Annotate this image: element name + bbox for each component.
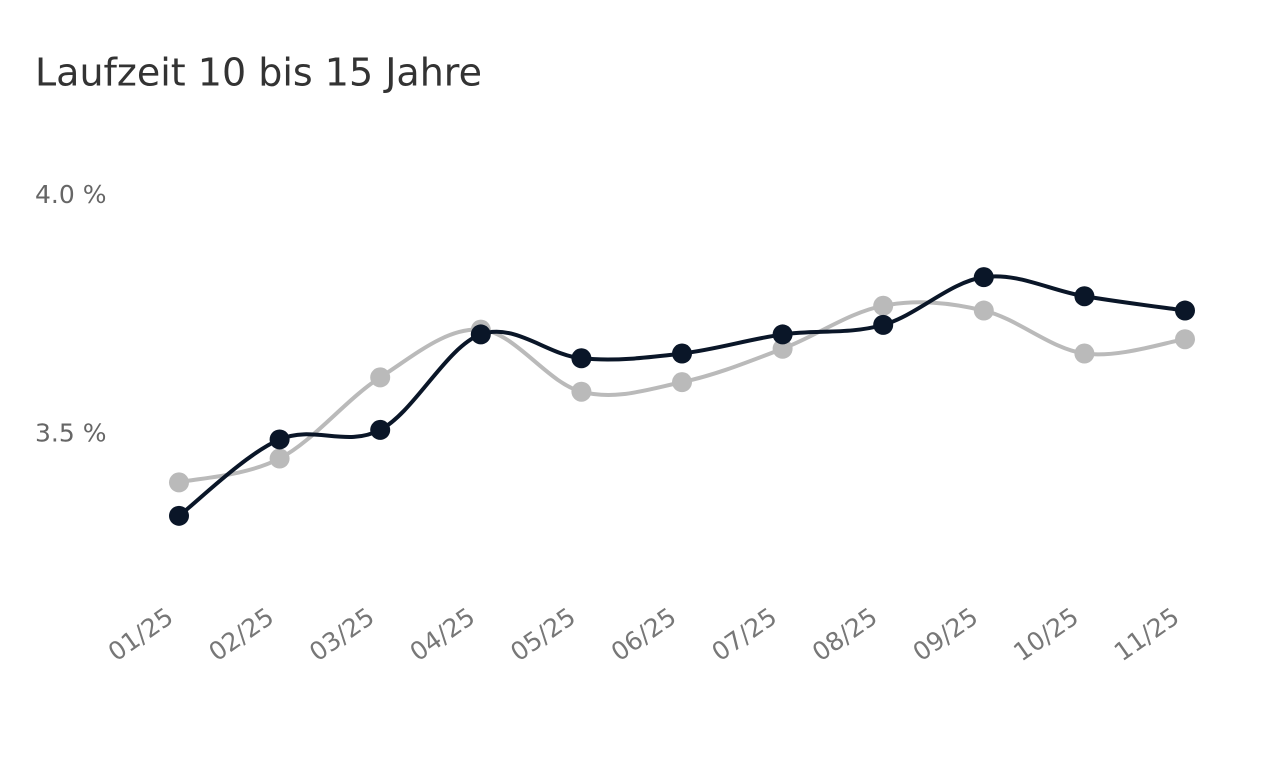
data-point [672,343,692,364]
x-tick-label: 11/25 [1109,602,1185,667]
data-point [672,372,692,393]
x-tick-label: 08/25 [807,602,883,667]
series-line [178,300,1186,485]
data-point [1074,286,1095,307]
chart-title: Laufzeit 10 bis 15 Jahre [35,51,482,95]
data-point [1175,329,1195,350]
x-tick-label: 06/25 [606,602,682,667]
data-point [269,448,290,469]
data-point [973,300,994,321]
x-tick-label: 01/25 [103,602,179,667]
data-point [873,314,894,335]
x-tick-label: 05/25 [505,602,581,667]
x-tick-label: 09/25 [908,602,984,667]
y-tick-label: 4.0 % [35,180,106,209]
data-point [169,505,189,526]
data-point [772,324,793,345]
x-tick-label: 02/25 [203,602,279,667]
data-point [772,338,793,359]
data-point [1175,300,1195,321]
x-tick-label: 10/25 [1008,602,1084,667]
data-point [470,324,491,345]
data-point [269,429,290,450]
data-point [169,472,189,493]
x-tick-label: 07/25 [706,602,782,667]
y-tick-label: 3.5 % [35,419,106,448]
data-point [973,267,994,288]
data-point [873,295,894,316]
x-tick-label: 03/25 [304,602,380,667]
data-point [571,348,592,369]
data-point [571,381,592,402]
data-point [370,367,391,388]
x-tick-label: 04/25 [405,602,481,667]
series-line [177,274,1186,518]
data-point [1074,343,1095,364]
data-point [370,419,391,440]
